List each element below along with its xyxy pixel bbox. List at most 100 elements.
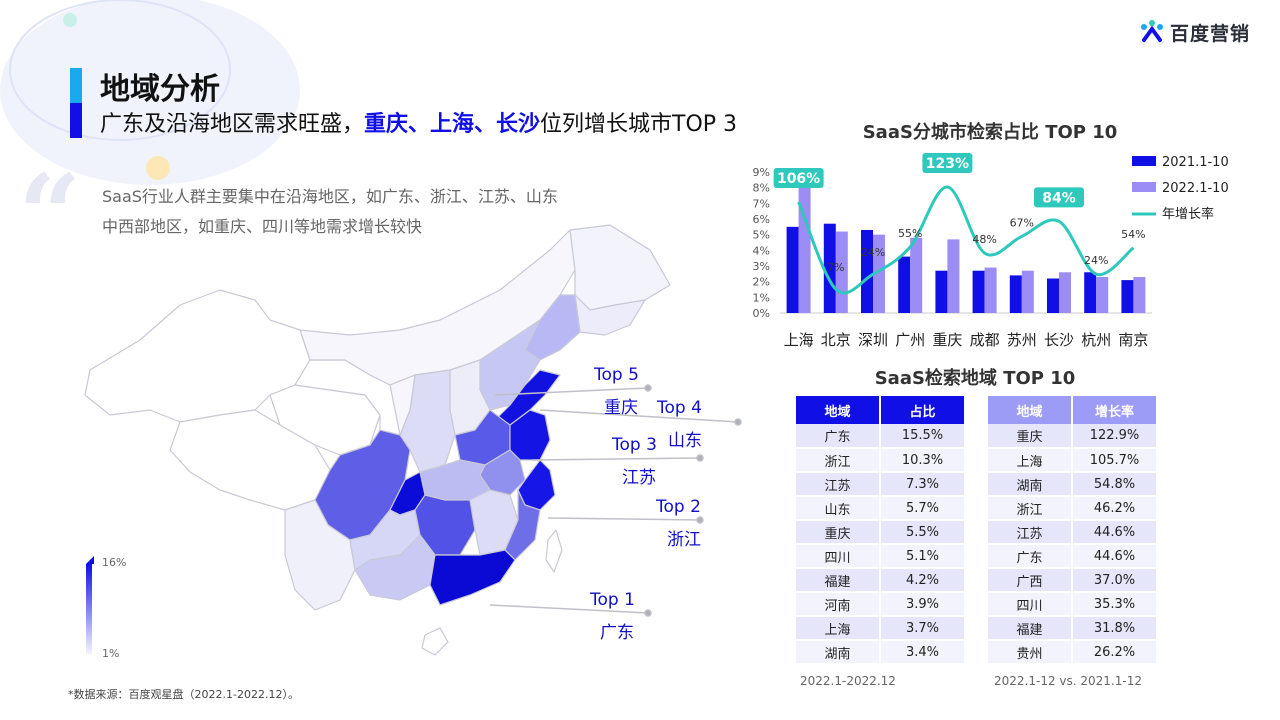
growth-label-highlight-box <box>773 167 824 188</box>
growth-label-highlight-box <box>922 152 973 173</box>
callout-top1-rank: Top 1 <box>589 590 635 610</box>
growth-table-region-cell: 贵州 <box>988 640 1072 665</box>
growth-table-value-cell: 54.8% <box>1071 472 1156 497</box>
growth-rate-label: 67% <box>1010 216 1034 229</box>
share-table-row: 浙江 10.3% <box>796 448 964 473</box>
region-ningxia <box>389 374 416 436</box>
callout-top3-name: 江苏 <box>622 468 656 488</box>
share-table-region-cell: 山东 <box>796 496 880 521</box>
bar-2022 <box>1096 276 1109 313</box>
bar-2022 <box>798 184 811 313</box>
share-table-row: 山东 5.7% <box>796 496 964 521</box>
callout-top5-rank: Top 5 <box>593 365 639 385</box>
share-table-region-cell: 湖南 <box>796 640 880 665</box>
region-hainan <box>421 627 449 656</box>
brand-logo: 百度营销 <box>1138 18 1250 46</box>
share-table-row: 河南 3.9% <box>796 592 964 617</box>
y-tick-label: 2% <box>753 276 770 289</box>
growth-rate-label: 54% <box>1121 228 1145 241</box>
callout-top1-name: 广东 <box>600 623 634 643</box>
share-table-row: 福建 4.2% <box>796 568 964 593</box>
share-table-value-cell: 3.9% <box>879 592 964 617</box>
growth-table-region-cell: 浙江 <box>988 496 1072 521</box>
growth-table-header-region: 地域 <box>988 396 1072 424</box>
growth-rate-line <box>797 185 1135 295</box>
share-table-row: 湖南 3.4% <box>796 640 964 665</box>
share-table-value-cell: 10.3% <box>879 448 964 473</box>
x-tick-label: 广州 <box>895 331 925 349</box>
region-heilongjiang <box>569 224 671 311</box>
growth-table-value-cell: 122.9% <box>1071 424 1156 449</box>
y-tick-label: 7% <box>753 197 770 210</box>
growth-table-row: 广东 44.6% <box>988 544 1156 569</box>
x-tick-label: 重庆 <box>932 331 962 349</box>
bar-2021 <box>1121 280 1134 313</box>
growth-rate-label: 24% <box>1084 254 1108 267</box>
growth-table-region-cell: 广东 <box>988 544 1072 569</box>
growth-table-value-cell: 26.2% <box>1071 640 1156 665</box>
legend-label: 2022.1-10 <box>1162 181 1229 196</box>
share-table-value-cell: 3.4% <box>879 640 964 665</box>
growth-table-row: 湖南 54.8% <box>988 472 1156 497</box>
legend-swatch <box>1132 182 1156 192</box>
description: SaaS行业人群主要集中在沿海地区，如广东、浙江、江苏、山东 中西部地区，如重庆… <box>102 182 558 242</box>
region-guangdong <box>429 549 516 606</box>
growth-table-region-cell: 四川 <box>988 592 1072 617</box>
share-table: 地域 占比 广东 15.5% 浙江 10.3% 江苏 7.3% 山东 5.7% 重庆 5.5% 四川… <box>796 396 964 665</box>
x-tick-label: 南京 <box>1118 331 1148 349</box>
legend-label: 2021.1-10 <box>1162 155 1229 170</box>
growth-table-region-cell: 福建 <box>988 616 1072 641</box>
region-inner-mongolia <box>299 229 591 386</box>
baidu-marketing-logo-icon <box>1140 20 1163 42</box>
y-tick-label: 4% <box>753 244 770 257</box>
y-tick-label: 0% <box>753 307 770 320</box>
share-table-value-cell: 15.5% <box>879 424 964 449</box>
page-title: 地域分析 <box>100 72 220 107</box>
data-source-footnote: *数据来源：百度观星盘（2022.1-2022.12）。 <box>68 688 299 701</box>
decorative-background <box>0 0 300 185</box>
bar-2022 <box>1059 272 1071 313</box>
bar-2021 <box>935 270 948 313</box>
map-legend-gradient <box>86 564 92 654</box>
bar-2021 <box>861 229 873 313</box>
brand-name: 百度营销 <box>1169 22 1250 45</box>
y-tick-label: 5% <box>753 229 770 242</box>
bar-2021 <box>786 226 799 313</box>
share-table-row: 上海 3.7% <box>796 616 964 641</box>
growth-table-row: 福建 31.8% <box>988 616 1156 641</box>
table-section-title: SaaS检索地域 TOP 10 <box>874 368 1076 389</box>
growth-table-note: 2022.1-12 vs. 2021.1-12 <box>994 674 1142 688</box>
share-table-row: 广东 15.5% <box>796 424 964 449</box>
growth-table-value-cell: 44.6% <box>1071 520 1156 545</box>
description-line-1: SaaS行业人群主要集中在沿海地区，如广东、浙江、江苏、山东 <box>102 187 558 206</box>
growth-table-row: 上海 105.7% <box>988 448 1156 473</box>
x-tick-label: 北京 <box>821 331 851 349</box>
legend-swatch <box>1132 156 1156 166</box>
growth-rate-label: 24% <box>861 246 885 259</box>
growth-table-region-cell: 湖南 <box>988 472 1072 497</box>
share-table-header-region: 地域 <box>796 396 880 424</box>
bar-2022 <box>910 237 923 313</box>
share-table-row: 江苏 7.3% <box>796 472 964 497</box>
growth-rate-label: 7% <box>827 261 844 274</box>
share-table-value-cell: 5.5% <box>879 520 964 545</box>
x-tick-label: 杭州 <box>1081 331 1111 349</box>
share-table-value-cell: 5.7% <box>879 496 964 521</box>
description-line-2: 中西部地区，如重庆、四川等地需求增长较快 <box>102 217 423 236</box>
subtitle-part-1: 广东及沿海地区需求旺盛， <box>100 112 365 137</box>
china-heat-map: Top 5 重庆 Top 4 山东 Top 3 江苏 Top 2 浙江 Top … <box>84 224 742 656</box>
share-table-region-cell: 重庆 <box>796 520 880 545</box>
x-tick-label: 苏州 <box>1007 331 1037 349</box>
share-table-value-cell: 7.3% <box>879 472 964 497</box>
growth-table-row: 广西 37.0% <box>988 568 1156 593</box>
growth-rate-label: 48% <box>972 233 996 246</box>
bar-2021 <box>972 270 985 313</box>
share-table-region-cell: 四川 <box>796 544 880 569</box>
callout-top3-rank: Top 3 <box>611 435 657 455</box>
legend-label: 年增长率 <box>1162 206 1214 222</box>
callout-top4-name: 山东 <box>668 431 702 451</box>
region-jilin <box>574 294 646 336</box>
growth-table-row: 四川 35.3% <box>988 592 1156 617</box>
growth-table: 地域 增长率 重庆 122.9% 上海 105.7% 湖南 54.8% 浙江 46.2% 江苏 4… <box>988 396 1156 665</box>
growth-table-value-cell: 35.3% <box>1071 592 1156 617</box>
